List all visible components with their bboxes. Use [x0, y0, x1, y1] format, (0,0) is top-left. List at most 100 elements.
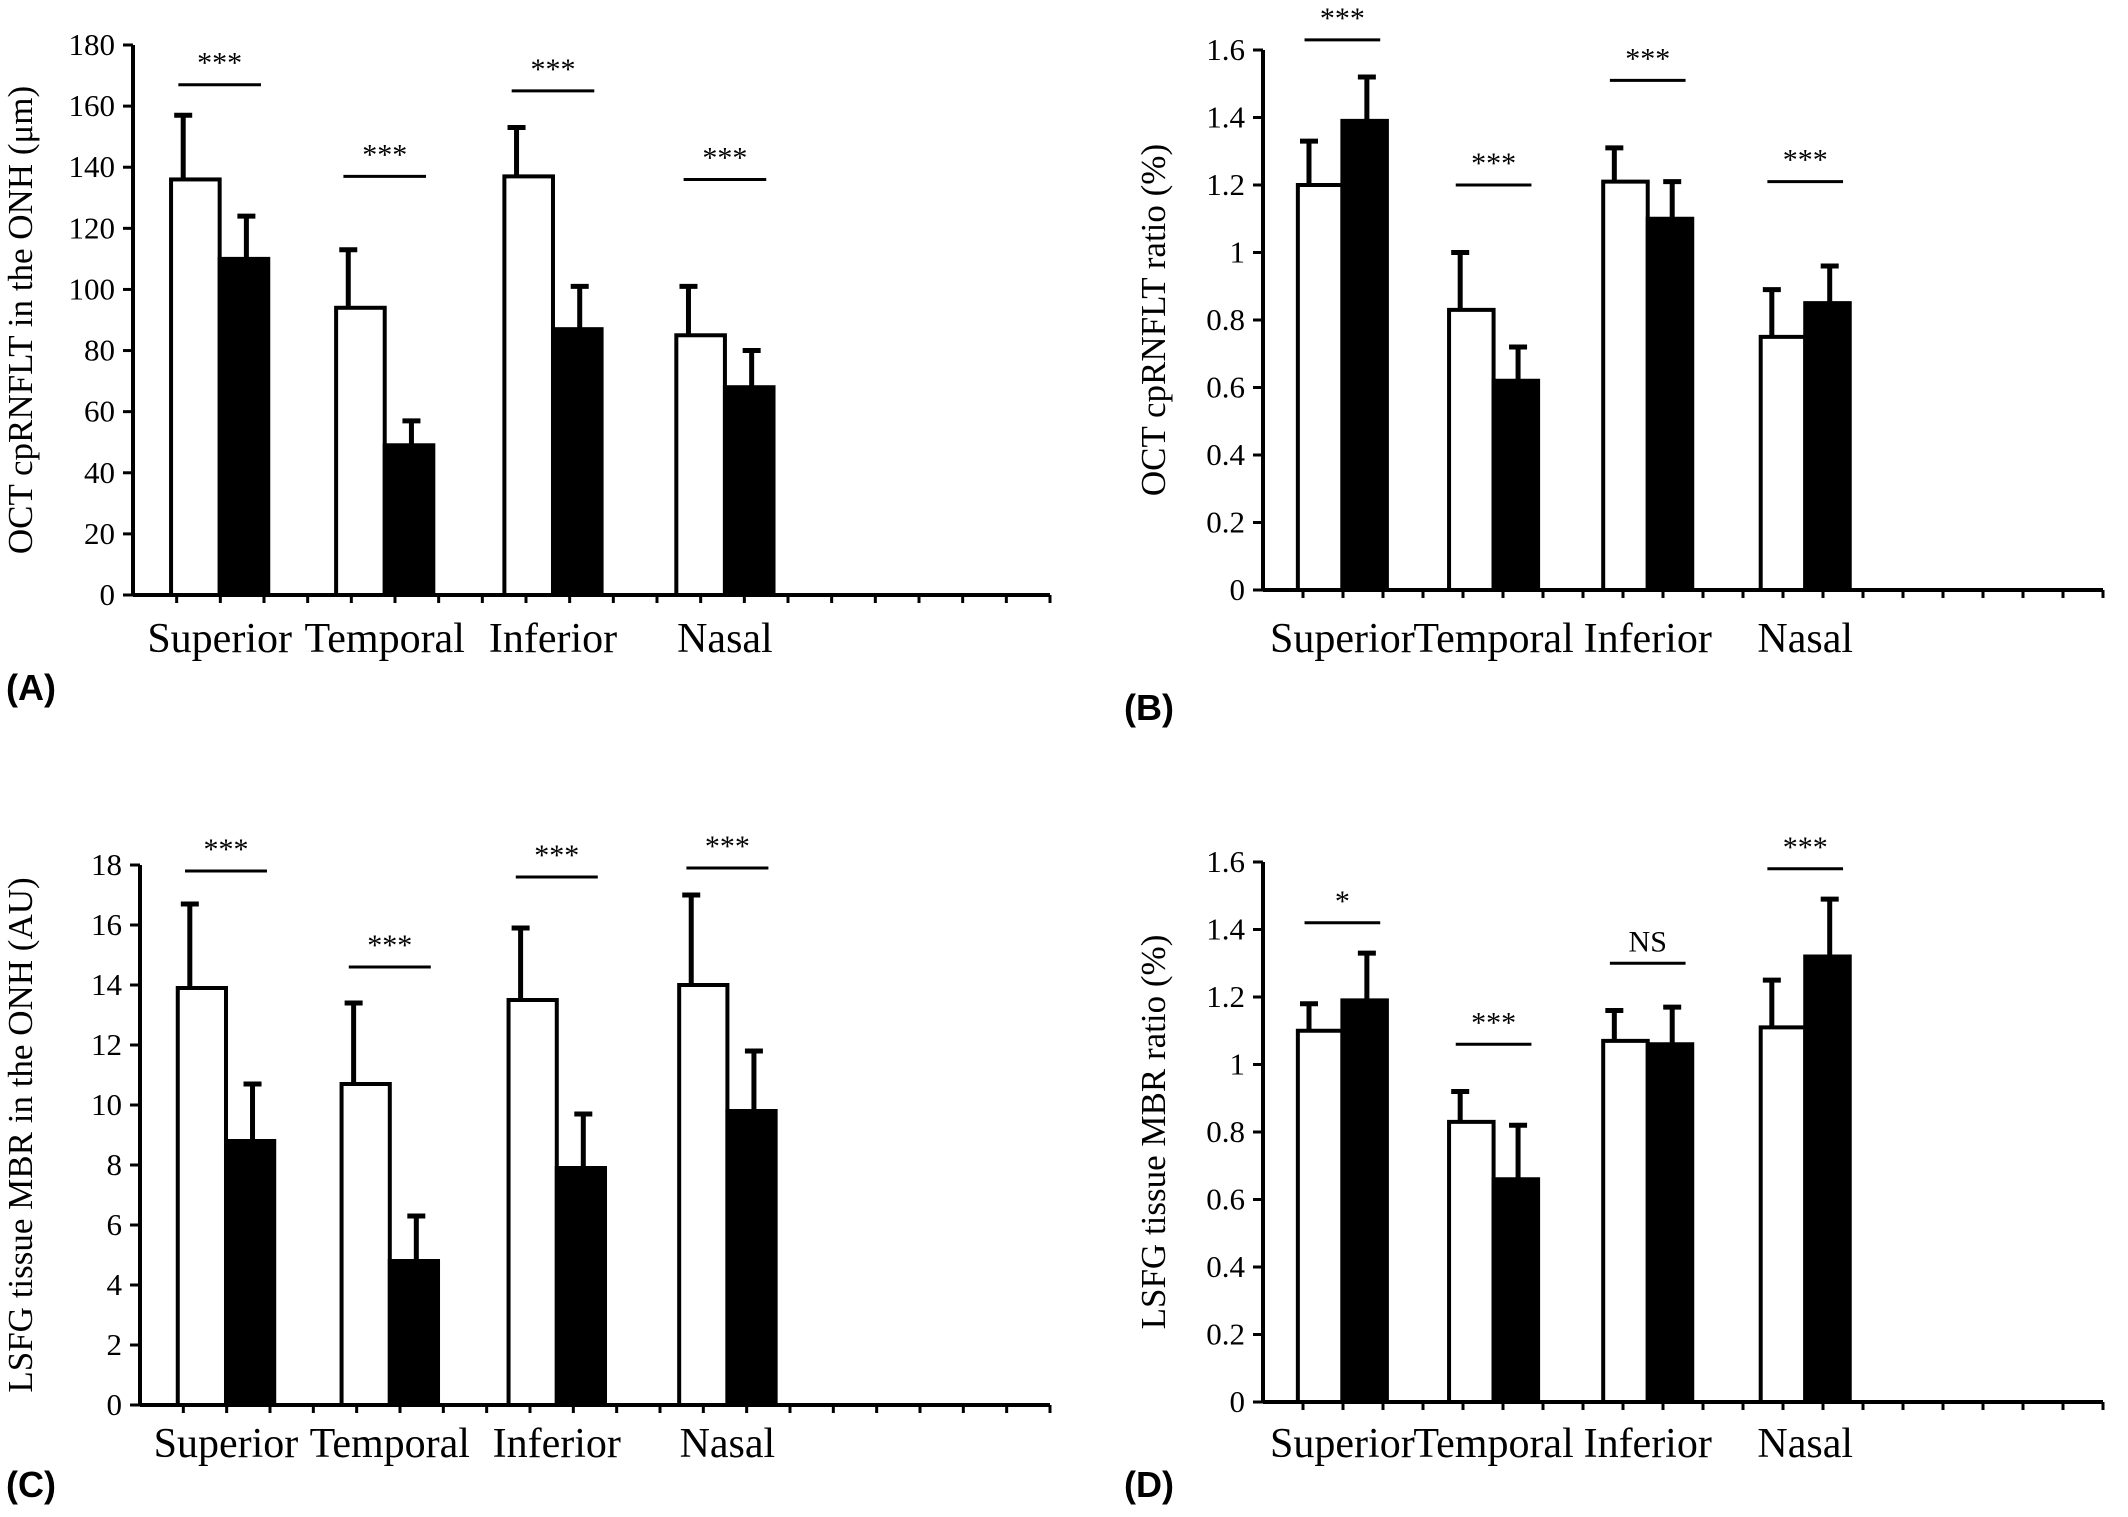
- category-label: Inferior: [1584, 616, 1712, 662]
- significance-label: ***: [197, 47, 242, 80]
- panel-b-chart: 0 0.2 0.4 0.6 0.8 1 1.2 1.4 1.6 OCT cpRNFLT ratio…: [1124, 2, 2105, 728]
- y-tick-label: 18: [91, 847, 122, 882]
- y-tick-label: 160: [69, 88, 116, 123]
- y-tick-label: 8: [107, 1147, 123, 1182]
- bar-black: [554, 1166, 608, 1407]
- y-tick-label: 0.2: [1206, 1317, 1245, 1352]
- category-label: Temporal: [1413, 1421, 1573, 1467]
- y-tick-label: 0: [1230, 1384, 1246, 1419]
- y-tick-label: 1: [1230, 235, 1246, 270]
- significance-label: ***: [1320, 2, 1365, 35]
- bar-black: [725, 1109, 778, 1407]
- y-axis-title: LSFG tissue MBR in the ONH (AU): [1, 877, 40, 1392]
- y-tick-label: 1.2: [1206, 167, 1245, 202]
- panel-label: (C): [6, 1464, 56, 1505]
- category-label: Nasal: [677, 616, 773, 662]
- significance-label: ***: [203, 833, 248, 866]
- y-tick-label: 16: [91, 907, 122, 942]
- panel-c-chart: 0 2 4 6 8 10 12 14 16 18 LSFG tissue MBR in the ON…: [1, 830, 1052, 1505]
- bar-white: [175, 986, 228, 1407]
- bar-white: [506, 998, 559, 1407]
- significance-label: ***: [1783, 831, 1828, 864]
- category-label: Nasal: [1757, 1421, 1853, 1467]
- bar-white: [1758, 334, 1808, 592]
- y-tick-label: 0.8: [1206, 1114, 1245, 1149]
- bar-white: [1295, 183, 1345, 592]
- bar-black: [217, 256, 271, 597]
- category-label: Inferior: [489, 616, 617, 662]
- bar-black: [722, 385, 776, 597]
- significance-label: ***: [362, 138, 407, 171]
- y-axis-title: OCT cpRNFLT ratio (%): [1134, 144, 1173, 496]
- y-axis-title: LSFG tissue MBR ratio (%): [1134, 935, 1173, 1330]
- category-label: Superior: [1270, 616, 1415, 662]
- bar-black: [382, 443, 436, 597]
- significance-label: ***: [1625, 42, 1670, 75]
- panel-d-chart: 0 0.2 0.4 0.6 0.8 1 1.2 1.4 1.6 LSFG tissue MBR r…: [1124, 831, 2105, 1505]
- y-tick-label: 80: [84, 333, 115, 368]
- panel-a-chart: 0 20 40 60 80 100 120 140 160 180 OCT cpRNFLT in t…: [1, 27, 1052, 708]
- y-tick-label: 14: [91, 967, 123, 1002]
- category-label: Inferior: [1584, 1421, 1712, 1467]
- y-tick-label: 1.2: [1206, 979, 1245, 1014]
- y-tick-label: 60: [84, 394, 115, 429]
- y-tick-label: 0.6: [1206, 370, 1245, 405]
- bar-white: [169, 177, 222, 597]
- y-tick-label: 1.6: [1206, 844, 1245, 879]
- category-label: Superior: [1270, 1421, 1415, 1467]
- y-tick-label: 0.6: [1206, 1182, 1245, 1217]
- category-label: Nasal: [680, 1421, 776, 1467]
- bar-white: [1601, 179, 1650, 592]
- category-label: Temporal: [305, 616, 465, 662]
- significance-label: NS: [1629, 925, 1667, 958]
- y-tick-label: 1.4: [1206, 912, 1245, 947]
- bar-white: [674, 333, 727, 597]
- bar-white: [334, 305, 387, 597]
- y-tick-label: 180: [69, 27, 116, 62]
- bar-black: [1491, 1177, 1541, 1404]
- significance-label: ***: [534, 839, 579, 872]
- panel-label: (B): [1124, 687, 1174, 728]
- significance-label: ***: [1783, 144, 1828, 177]
- category-label: Inferior: [493, 1421, 621, 1467]
- category-label: Temporal: [310, 1421, 470, 1467]
- bar-black: [387, 1259, 441, 1407]
- y-tick-label: 6: [107, 1207, 123, 1242]
- bar-white: [502, 174, 555, 597]
- bar-black: [1803, 954, 1852, 1404]
- bar-black: [1491, 378, 1541, 592]
- bar-white: [677, 983, 730, 1407]
- significance-label: ***: [702, 141, 747, 174]
- y-tick-label: 0: [107, 1387, 123, 1422]
- panel-label: (A): [6, 667, 56, 708]
- y-tick-label: 140: [69, 149, 116, 184]
- y-tick-label: 120: [69, 210, 116, 245]
- y-axis-title: OCT cpRNFLT in the ONH (μm): [1, 86, 40, 554]
- significance-label: ***: [367, 929, 412, 962]
- y-tick-label: 4: [107, 1267, 123, 1302]
- bar-black: [1645, 216, 1695, 592]
- y-tick-label: 0.4: [1206, 1249, 1245, 1284]
- y-tick-label: 12: [91, 1027, 122, 1062]
- y-tick-label: 2: [107, 1327, 123, 1362]
- bar-black: [1803, 301, 1852, 592]
- bar-black: [1340, 118, 1389, 592]
- y-tick-label: 0: [1230, 572, 1246, 607]
- category-label: Superior: [154, 1421, 299, 1467]
- significance-label: ***: [1471, 1006, 1516, 1039]
- y-tick-label: 0.8: [1206, 302, 1245, 337]
- y-tick-label: 0: [100, 577, 116, 612]
- category-label: Nasal: [1757, 616, 1853, 662]
- bar-white: [1295, 1028, 1345, 1404]
- y-tick-label: 0.4: [1206, 437, 1245, 472]
- y-tick-label: 1: [1230, 1047, 1246, 1082]
- y-tick-label: 0.2: [1206, 505, 1245, 540]
- panel-label: (D): [1124, 1464, 1174, 1505]
- y-tick-label: 100: [69, 271, 116, 306]
- y-tick-label: 40: [84, 455, 115, 490]
- bar-black: [1645, 1042, 1695, 1404]
- bar-white: [339, 1082, 392, 1407]
- y-tick-label: 20: [84, 516, 115, 551]
- significance-label: ***: [530, 53, 575, 86]
